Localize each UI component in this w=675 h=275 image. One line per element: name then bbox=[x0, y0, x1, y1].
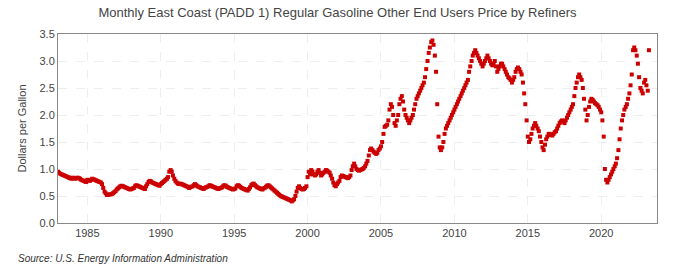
svg-text:Monthly East Coast (PADD 1) Re: Monthly East Coast (PADD 1) Regular Gaso… bbox=[98, 5, 577, 20]
svg-text:1.5: 1.5 bbox=[40, 136, 55, 148]
svg-text:3.5: 3.5 bbox=[40, 28, 55, 40]
svg-text:2.0: 2.0 bbox=[40, 109, 55, 121]
svg-text:2000: 2000 bbox=[295, 227, 319, 239]
svg-text:1985: 1985 bbox=[75, 227, 99, 239]
svg-text:2015: 2015 bbox=[516, 227, 540, 239]
svg-text:2005: 2005 bbox=[369, 227, 393, 239]
svg-text:0.0: 0.0 bbox=[40, 217, 55, 229]
svg-text:Source: U.S. Energy Informatio: Source: U.S. Energy Information Administ… bbox=[18, 253, 228, 264]
svg-text:2010: 2010 bbox=[442, 227, 466, 239]
svg-text:2.5: 2.5 bbox=[40, 82, 55, 94]
svg-text:0.5: 0.5 bbox=[40, 190, 55, 202]
svg-text:Dollars per Gallon: Dollars per Gallon bbox=[16, 84, 28, 172]
svg-text:1995: 1995 bbox=[222, 227, 246, 239]
svg-text:3.0: 3.0 bbox=[40, 55, 55, 67]
svg-text:1990: 1990 bbox=[149, 227, 173, 239]
svg-text:2020: 2020 bbox=[589, 227, 613, 239]
svg-text:1.0: 1.0 bbox=[40, 163, 55, 175]
